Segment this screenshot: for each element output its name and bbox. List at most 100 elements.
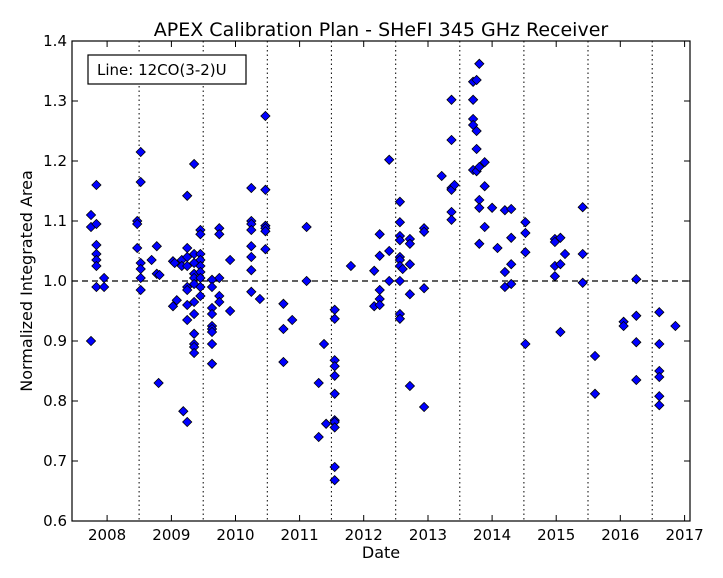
y-tick-label: 1.2 (43, 152, 67, 170)
data-point (260, 226, 271, 237)
data-point (520, 247, 531, 258)
data-point (474, 161, 485, 173)
data-point (260, 244, 271, 255)
x-tick-label: 2008 (88, 526, 126, 544)
data-point (135, 284, 146, 296)
data-point (397, 263, 408, 275)
legend-label: Line: 12CO(3-2)U (97, 61, 227, 79)
data-point (178, 406, 189, 417)
data-point (520, 338, 531, 350)
data-point (549, 271, 561, 282)
data-point (436, 170, 447, 182)
data-point (224, 254, 236, 266)
data-point (85, 335, 97, 347)
data-point (206, 358, 218, 369)
data-point (182, 260, 193, 272)
data-point (654, 338, 665, 350)
ticks-layer: 0.6 0.7 0.8 0.9 1.0 1.1 1.2 1.3 1.4 2008 2009 2010 2… (43, 32, 704, 544)
points-layer (85, 58, 681, 486)
data-point (169, 257, 180, 269)
data-point (471, 125, 482, 137)
data-point (246, 182, 257, 194)
y-tick-label: 1.1 (43, 212, 67, 230)
data-point (446, 214, 457, 225)
data-point (374, 250, 385, 261)
data-point (394, 196, 406, 207)
data-point (329, 422, 340, 433)
data-point (486, 202, 498, 213)
data-point (631, 337, 642, 348)
data-point (153, 377, 164, 389)
data-point (404, 259, 416, 270)
data-point (188, 296, 200, 308)
data-point (479, 157, 490, 168)
x-tick-label: 2016 (601, 526, 639, 544)
data-point (418, 226, 430, 237)
x-tick-label: 2009 (152, 526, 190, 544)
data-point (384, 154, 395, 165)
data-point (446, 94, 457, 105)
data-point (329, 461, 340, 473)
data-point (278, 356, 289, 368)
data-point (91, 179, 102, 191)
data-point (151, 241, 162, 252)
data-point (329, 475, 340, 486)
data-point (555, 232, 566, 243)
x-axis-label: Date (362, 543, 400, 562)
data-point (394, 275, 406, 287)
data-point (506, 278, 517, 290)
data-point (471, 143, 482, 155)
x-tick-label: 2011 (281, 526, 319, 544)
y-tick-label: 1.4 (43, 32, 67, 50)
data-point (188, 308, 200, 320)
data-point (182, 190, 193, 201)
chart-title: APEX Calibration Plan - SHeFI 345 GHz Re… (154, 19, 609, 41)
data-point (132, 218, 143, 230)
data-point (146, 254, 157, 266)
y-tick-label: 0.7 (43, 452, 67, 470)
data-point (246, 224, 257, 236)
data-point (474, 238, 485, 249)
data-point (260, 110, 271, 122)
data-point (345, 260, 357, 272)
data-point (670, 320, 681, 332)
data-point (182, 314, 193, 326)
y-axis-label: Normalized Integrated Area (17, 170, 36, 392)
data-point (246, 241, 257, 252)
data-point (369, 265, 380, 276)
y-tick-label: 1.3 (43, 92, 67, 110)
data-point (520, 217, 531, 228)
data-point (618, 320, 629, 332)
data-point (320, 418, 332, 429)
data-point (654, 307, 665, 318)
data-point (474, 58, 485, 69)
data-point (154, 269, 165, 281)
data-point (135, 146, 146, 158)
data-point (384, 275, 395, 287)
x-tick-label: 2013 (409, 526, 447, 544)
data-point (479, 221, 490, 233)
data-point (313, 377, 324, 389)
data-point (506, 203, 517, 215)
data-point (91, 281, 102, 293)
data-point (188, 158, 200, 170)
data-point (188, 328, 200, 339)
x-tick-label: 2017 (666, 526, 704, 544)
data-point (631, 374, 642, 386)
data-point (467, 94, 479, 105)
data-point (260, 184, 271, 195)
data-point (555, 259, 566, 270)
data-point (404, 238, 416, 249)
data-point (577, 277, 588, 288)
data-point (654, 371, 665, 383)
data-point (254, 293, 266, 305)
data-point (404, 289, 416, 300)
data-point (182, 284, 193, 296)
x-tick-label: 2015 (537, 526, 575, 544)
data-point (195, 229, 206, 240)
data-point (374, 229, 385, 240)
data-point (394, 313, 406, 324)
data-point (418, 401, 430, 413)
data-point (394, 217, 406, 228)
